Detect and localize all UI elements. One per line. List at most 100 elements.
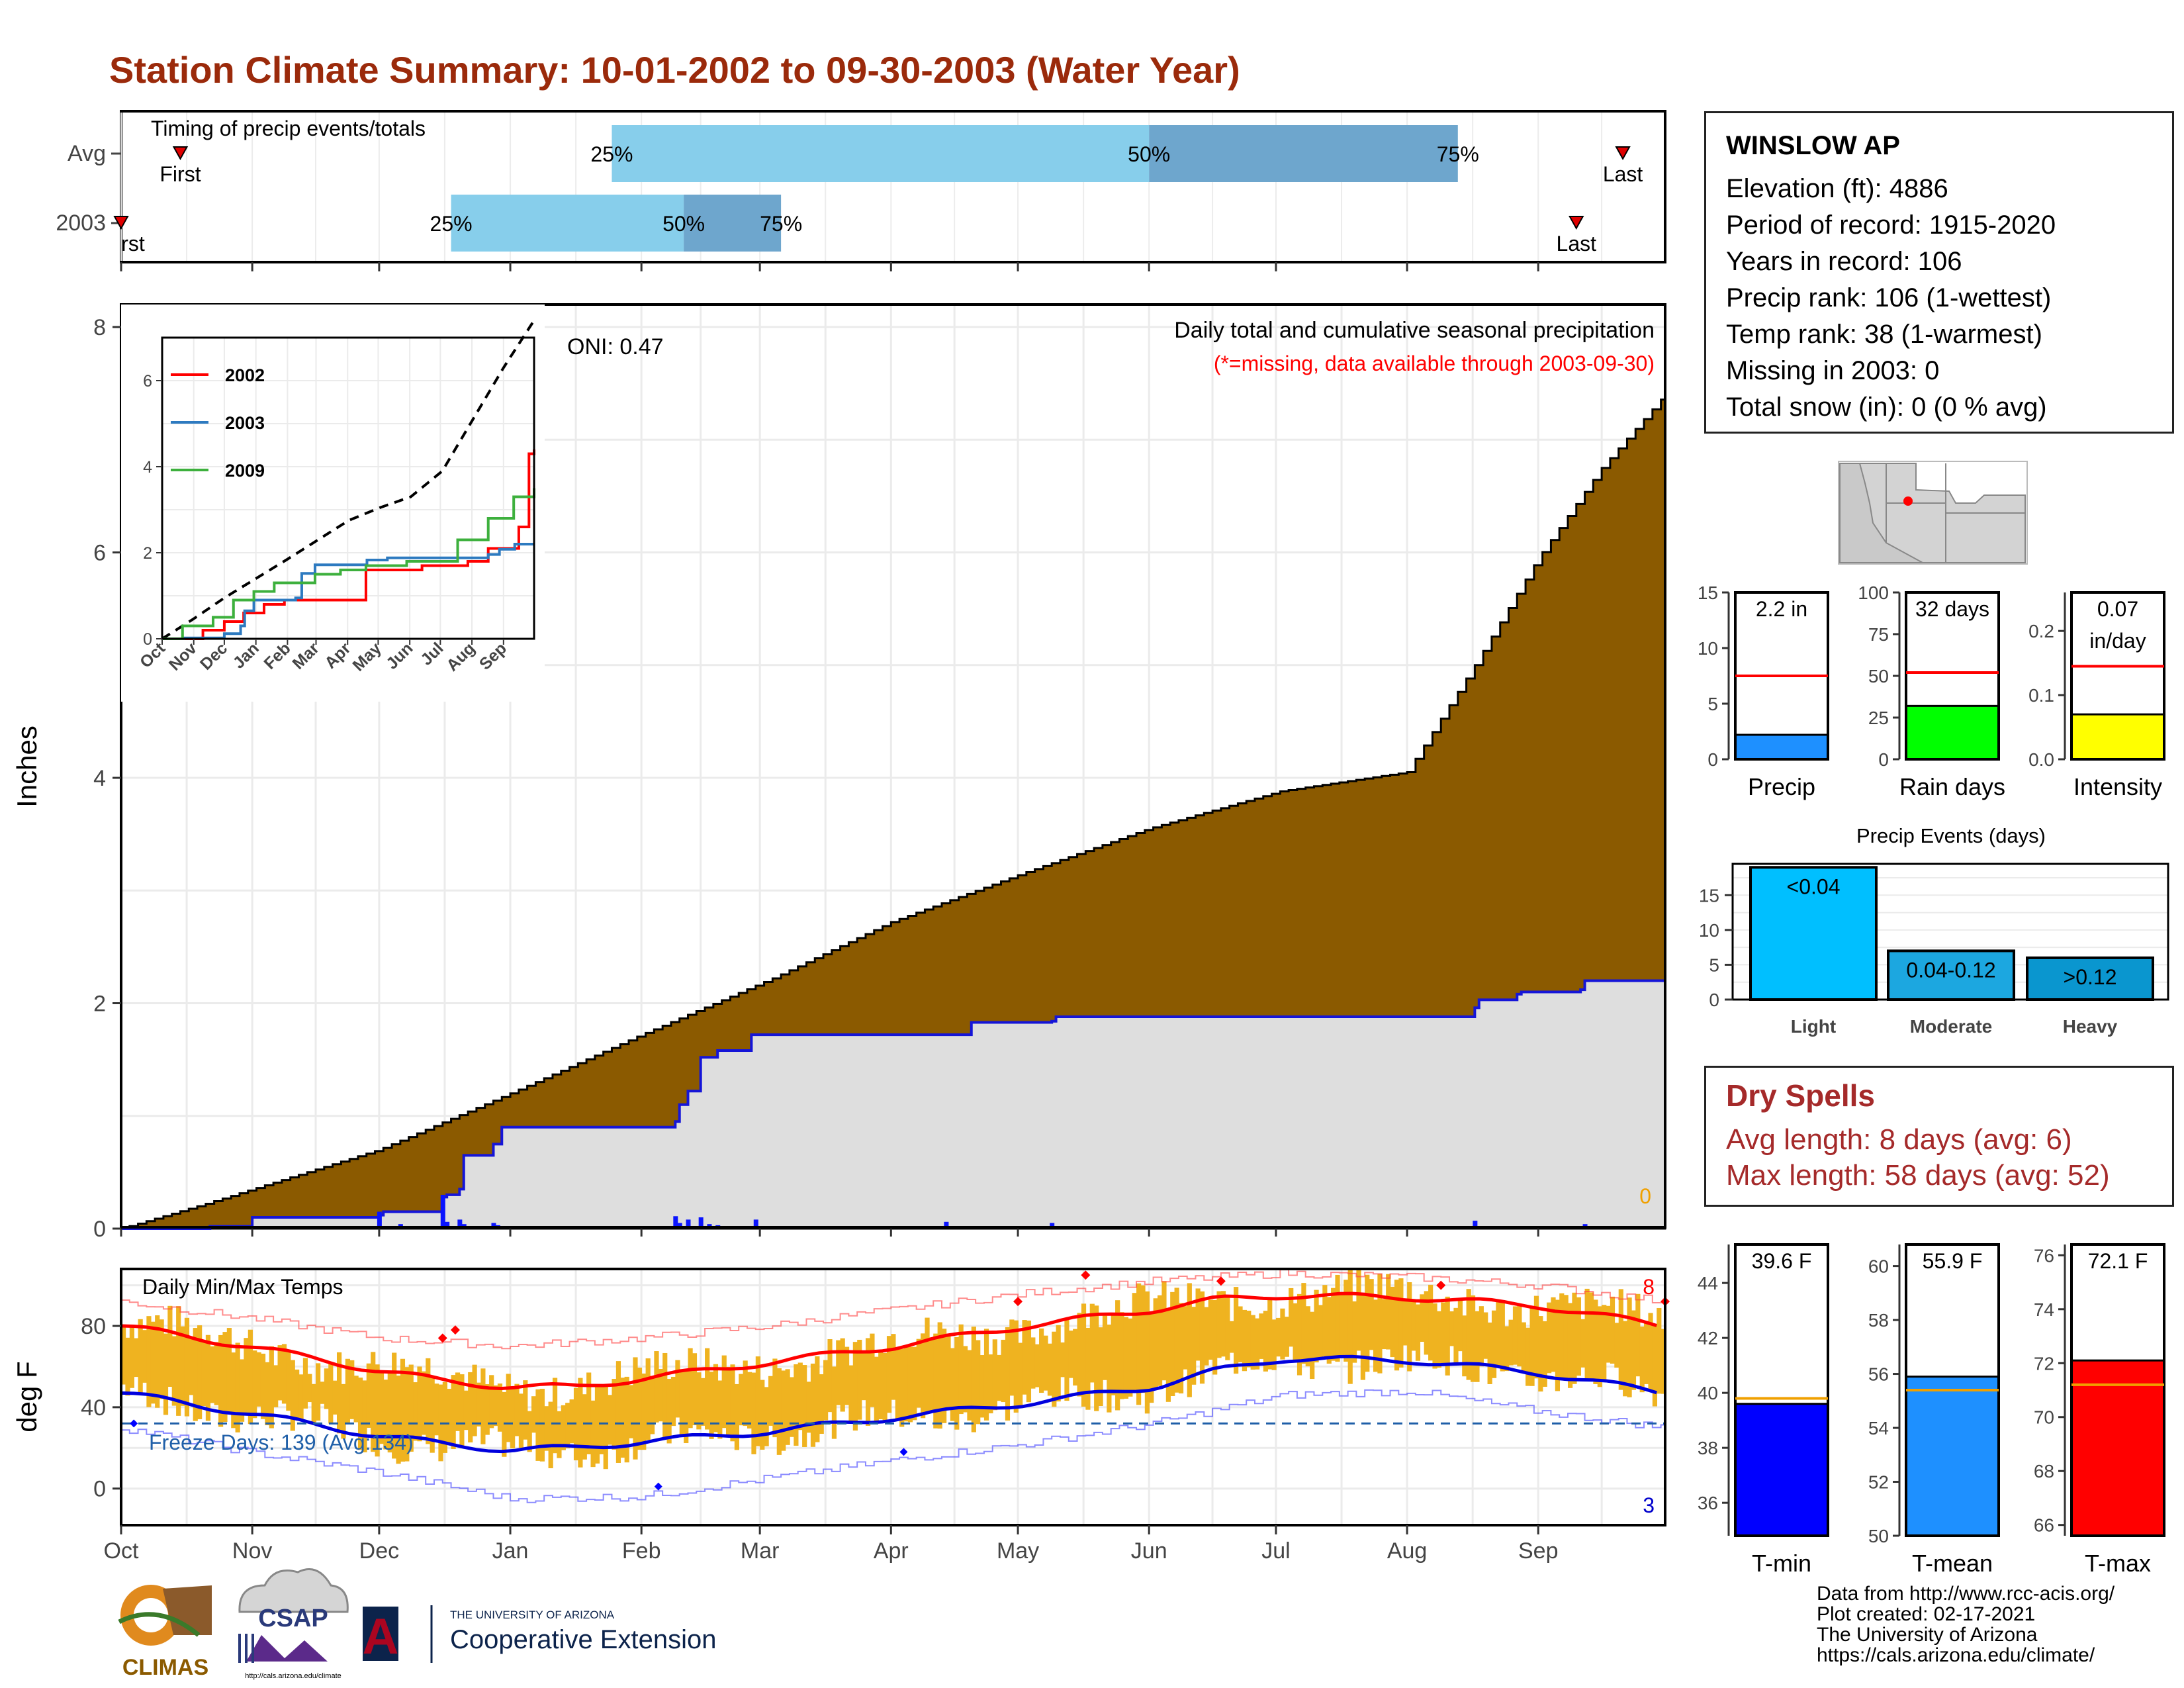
daily-temp-bar [654,1351,659,1423]
daily-temp-bar [755,1356,760,1446]
average-max-line [120,1291,1657,1390]
daily-temp-bar [451,1375,456,1449]
daily-temp-bar [608,1395,613,1445]
daily-temp-bar [870,1333,875,1407]
daily-precip-bar [491,1223,496,1229]
tmax-gauge-tick: 66 [2034,1515,2054,1536]
month-tick-label: Mar [741,1538,780,1564]
daily-temp-bar [645,1358,651,1440]
daily-temp-bar [1377,1274,1383,1374]
daily-temp-bar [226,1328,232,1415]
daily-temp-bar [776,1368,782,1455]
credit-institution: The University of Arizona [1817,1624,2038,1646]
daily-temp-bar [307,1374,312,1403]
daily-temp-bar [578,1378,583,1468]
station-elevation: Elevation (ft): 4886 [1726,174,1948,203]
daily-temp-bar [1576,1297,1581,1376]
daily-temp-bar [806,1382,811,1433]
daily-temp-bar [916,1338,921,1408]
month-tick-label: Oct [104,1538,139,1564]
data-credits: Data from http://www.rcc-acis.org/ Plot … [1817,1583,2115,1665]
daily-temp-bar [396,1376,401,1464]
daily-temp-bar [1555,1299,1561,1391]
daily-temp-bar [1360,1294,1365,1380]
precip-event-y-tick: 15 [1699,885,1719,906]
daily-temp-bar [1297,1293,1302,1376]
daily-temp-bar [252,1350,257,1419]
rain-days-gauge-value: 32 days [1915,597,1989,621]
inset-legend-2003: 2003 [225,413,265,433]
station-missing: Missing in 2003: 0 [1726,356,1940,385]
first-event-marker [172,146,189,161]
daily-temp-bar [514,1383,520,1436]
daily-temp-bar [336,1352,342,1434]
daily-temp-bar [1602,1305,1607,1380]
precip-gauge-tick: 5 [1707,694,1718,714]
daily-temp-bar [962,1346,968,1413]
credit-url: https://cals.arizona.edu/climate/ [1817,1644,2095,1666]
daily-temp-bar [950,1348,955,1421]
daily-temp-bar [637,1367,642,1450]
daily-temp-bar [404,1367,410,1462]
station-period: Period of record: 1915-2020 [1726,211,2056,240]
daily-temp-bar [383,1380,388,1450]
tmean-gauge-value: 55.9 F [1923,1249,1983,1273]
temp-frame [120,1268,1666,1526]
daily-temp-bar [641,1373,647,1450]
month-tick-label: May [997,1538,1039,1564]
daily-temp-bar [895,1349,900,1420]
daily-temp-bar [392,1352,397,1459]
tmean-gauge-tick: 60 [1868,1256,1889,1277]
last-event-marker [1615,146,1631,161]
daily-precip-bar [944,1221,949,1229]
precip-gauge-tick: 10 [1698,638,1718,659]
daily-temp-bar [544,1406,549,1451]
daily-temp-bar [1639,1326,1645,1393]
daily-temp-bar [167,1305,173,1387]
station-years: Years in record: 106 [1726,247,1962,276]
daily-temp-bar [527,1411,532,1452]
daily-temp-bar [1424,1291,1429,1355]
daily-temp-bar [222,1332,228,1422]
last-event-label: Last [1557,232,1597,256]
record-low-marker [654,1482,662,1491]
daily-temp-bar [1657,1307,1662,1394]
daily-precip-bar [698,1217,704,1229]
daily-temp-bar [214,1342,219,1405]
daily-temp-bar [1563,1295,1569,1381]
ua-cooperative-extension-logo: A THE UNIVERSITY OF ARIZONA Cooperative … [363,1605,716,1665]
station-precip-rank: Precip rank: 106 (1-wettest) [1726,283,2052,312]
first-event-label: First [159,162,201,186]
inset-line-2002 [162,449,535,640]
tmax-gauge-tick: 68 [2034,1461,2054,1481]
daily-temp-bar [1491,1310,1497,1378]
daily-temp-bar [865,1338,871,1426]
daily-temp-bar [802,1365,807,1447]
record-max-line [121,1269,1665,1350]
daily-temp-bar [210,1346,215,1403]
record-min-line [121,1389,1665,1503]
daily-temp-bar [218,1335,224,1427]
record-high-marker [450,1325,460,1335]
daily-temp-bar [675,1360,680,1418]
daily-temp-bar [1144,1291,1150,1414]
daily-temp-bar [248,1329,253,1425]
daily-temp-bar [1369,1279,1374,1350]
daily-temp-bar [1098,1327,1103,1407]
daily-temp-bar [1470,1295,1476,1382]
daily-temp-bar [1047,1343,1052,1396]
daily-temp-bar [180,1326,185,1406]
timing-bar-25-50 [612,125,1150,182]
precip-y-tick: 2 [93,992,106,1017]
daily-temp-bar [480,1368,486,1444]
daily-temp-bar [1386,1274,1391,1350]
daily-temp-bar [163,1333,169,1415]
precip-y-label: Inches [11,726,42,808]
precip-event-bar [1887,949,2015,1002]
timing-row-2003: 2003 [56,211,106,236]
tmax-gauge-value: 72.1 F [2088,1249,2148,1273]
daily-temp-bar [155,1315,160,1408]
daily-temp-bar [400,1358,406,1462]
daily-temp-bar [539,1388,545,1462]
daily-temp-bar [506,1374,511,1442]
